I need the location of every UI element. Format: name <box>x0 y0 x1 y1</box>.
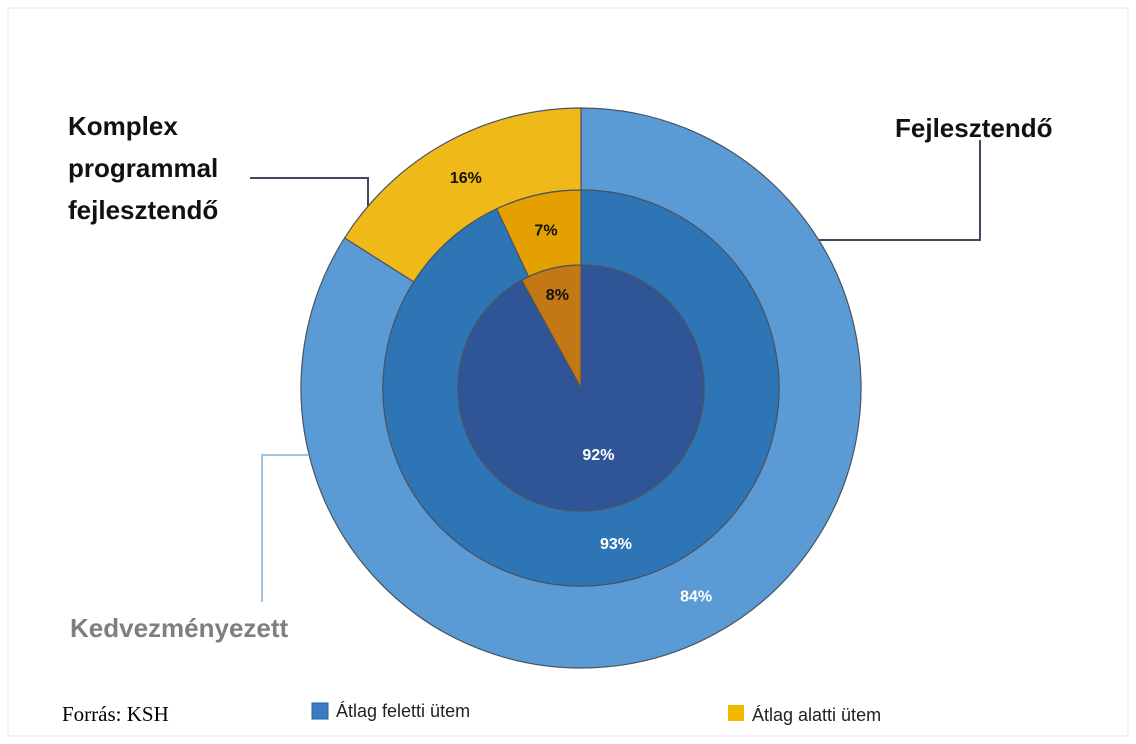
legend-label: Átlag feletti ütem <box>336 701 470 721</box>
source: Forrás: KSH <box>62 702 169 726</box>
data-label: 93% <box>600 536 632 553</box>
legend-swatch <box>728 705 744 721</box>
ring-label: Fejlesztendő <box>895 113 1052 143</box>
data-label: 8% <box>546 287 569 304</box>
ring-label: Kedvezményezett <box>70 613 289 643</box>
leader-line <box>261 454 308 602</box>
data-label: 84% <box>680 589 712 606</box>
legend-label: Átlag alatti ütem <box>752 705 881 725</box>
data-label: 7% <box>534 223 557 240</box>
ring-label: Komplex programmal fejlesztendő <box>68 111 218 225</box>
slice <box>520 264 582 389</box>
data-label: 16% <box>450 170 482 187</box>
data-label: 92% <box>582 447 614 464</box>
legend-swatch <box>311 702 329 720</box>
